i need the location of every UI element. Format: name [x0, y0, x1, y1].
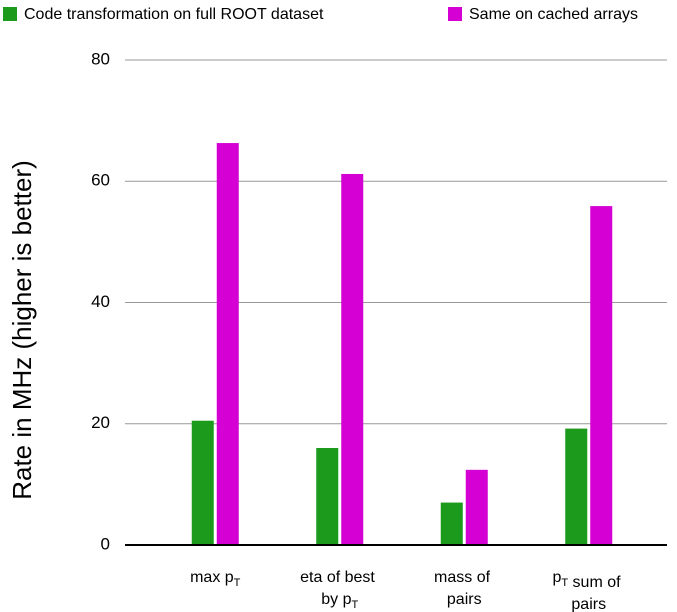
legend-label: Same on cached arrays	[469, 6, 638, 23]
x-tick-label: eta of best by pT	[300, 569, 379, 611]
legend-label: Code transformation on full ROOT dataset	[24, 6, 324, 23]
bar	[216, 143, 239, 545]
bar	[316, 448, 339, 545]
y-tick-label: 40	[91, 292, 110, 311]
y-tick-label: 60	[91, 171, 110, 190]
bar	[191, 420, 214, 545]
x-tick-label: mass of pairs	[434, 569, 494, 608]
bar	[590, 206, 613, 545]
y-tick-label: 80	[91, 49, 110, 68]
y-tick-label: 20	[91, 413, 110, 432]
legend-swatch	[448, 7, 462, 21]
x-tick-label: max pT	[190, 569, 241, 589]
y-tick-label: 0	[101, 534, 110, 553]
bar	[341, 173, 364, 545]
bar	[440, 502, 463, 545]
y-axis-title: Rate in MHz (higher is better)	[7, 160, 37, 500]
bar	[565, 428, 588, 545]
x-tick-label: pT sum of pairs	[552, 569, 625, 612]
legend-swatch	[3, 7, 17, 21]
bar	[465, 469, 488, 545]
